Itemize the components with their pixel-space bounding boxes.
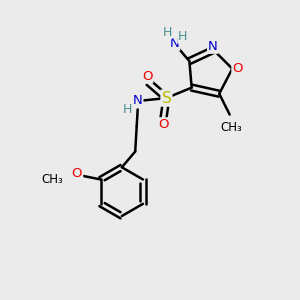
- Text: O: O: [158, 118, 169, 131]
- Text: H: H: [162, 26, 172, 39]
- Text: N: N: [208, 40, 218, 53]
- Text: H: H: [178, 30, 187, 43]
- Text: H: H: [123, 103, 133, 116]
- Text: N: N: [133, 94, 142, 107]
- Text: O: O: [142, 70, 152, 83]
- Text: O: O: [232, 62, 243, 75]
- Text: S: S: [161, 91, 171, 106]
- Text: CH₃: CH₃: [220, 121, 242, 134]
- Text: O: O: [72, 167, 82, 180]
- Text: N: N: [169, 37, 179, 50]
- Text: CH₃: CH₃: [41, 173, 63, 186]
